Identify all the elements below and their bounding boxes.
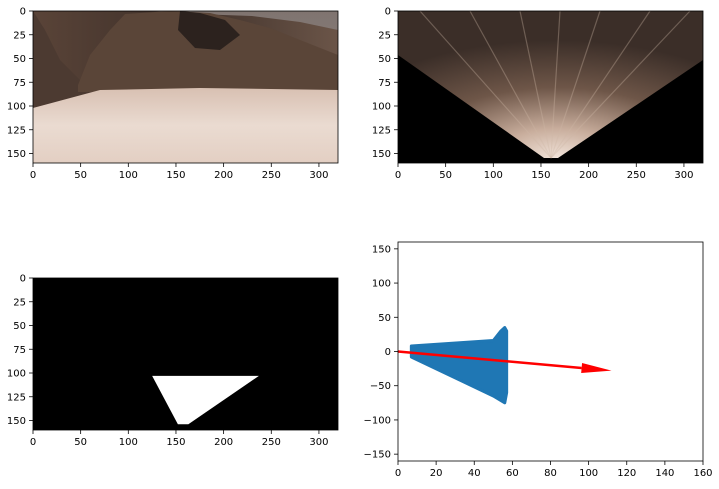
x-tick-label: 250 xyxy=(627,170,646,181)
y-tick-label: 150 xyxy=(7,416,26,427)
y-tick-label: 150 xyxy=(372,244,391,255)
x-tick-label: 50 xyxy=(439,170,452,181)
x-tick-label: 150 xyxy=(166,437,185,448)
x-tick-label: 0 xyxy=(30,437,36,448)
navigable-pixels-scatter xyxy=(409,326,509,405)
panel-warped-image: 0 50 100 150 200 250 300 0 25 50 75 100 125 150 xyxy=(372,7,704,181)
y-ticks-warped: 0 25 50 75 100 125 150 xyxy=(372,7,398,160)
x-tick-label: 60 xyxy=(506,468,519,479)
x-tick-label: 150 xyxy=(531,170,550,181)
y-tick-label: 100 xyxy=(372,279,391,290)
x-ticks-camera: 0 50 100 150 200 250 300 xyxy=(30,163,328,181)
panel-camera-image: 0 50 100 150 200 250 300 0 25 50 75 100 125 150 xyxy=(7,7,339,181)
y-tick-label: 25 xyxy=(13,297,26,308)
direction-arrow-shaft xyxy=(397,350,582,370)
y-tick-label: 0 xyxy=(20,7,26,18)
warped-image xyxy=(398,10,703,163)
y-tick-label: −50 xyxy=(370,381,391,392)
x-tick-label: 100 xyxy=(119,170,138,181)
y-tick-label: 125 xyxy=(7,392,26,403)
x-tick-label: 50 xyxy=(74,437,87,448)
x-tick-label: 100 xyxy=(119,437,138,448)
x-tick-label: 160 xyxy=(693,468,712,479)
y-tick-label: 0 xyxy=(385,7,391,18)
x-tick-label: 0 xyxy=(395,468,401,479)
y-tick-label: 0 xyxy=(385,347,391,358)
y-tick-label: 100 xyxy=(372,102,391,113)
x-tick-label: 80 xyxy=(544,468,557,479)
x-tick-label: 200 xyxy=(214,437,233,448)
x-tick-label: 300 xyxy=(309,437,328,448)
panel-rover-coords: 0 20 40 60 80 100 120 140 160 −150 −100 −50 0 50 100 1… xyxy=(364,241,713,479)
y-tick-label: 75 xyxy=(13,78,26,89)
y-tick-label: 150 xyxy=(7,149,26,160)
y-tick-label: 25 xyxy=(13,30,26,41)
x-ticks-warped: 0 50 100 150 200 250 300 xyxy=(395,163,693,181)
x-tick-label: 200 xyxy=(214,170,233,181)
x-tick-label: 0 xyxy=(30,170,36,181)
x-ticks-rover: 0 20 40 60 80 100 120 140 160 xyxy=(395,461,713,479)
x-tick-label: 140 xyxy=(655,468,674,479)
direction-arrow-head xyxy=(581,363,612,373)
x-tick-label: 300 xyxy=(674,170,693,181)
x-tick-label: 0 xyxy=(395,170,401,181)
y-tick-label: 50 xyxy=(13,321,26,332)
x-tick-label: 50 xyxy=(74,170,87,181)
x-tick-label: 300 xyxy=(309,170,328,181)
x-tick-label: 150 xyxy=(166,170,185,181)
y-ticks-camera: 0 25 50 75 100 125 150 xyxy=(7,7,33,160)
x-tick-label: 120 xyxy=(617,468,636,479)
y-tick-label: 125 xyxy=(372,125,391,136)
x-tick-label: 250 xyxy=(262,437,281,448)
axes-frame-camera xyxy=(32,10,339,164)
y-tick-label: −150 xyxy=(364,450,391,461)
x-tick-label: 20 xyxy=(430,468,443,479)
y-ticks-threshold: 0 25 50 75 100 125 150 xyxy=(7,274,33,427)
navigable-region xyxy=(152,375,259,425)
y-tick-label: 50 xyxy=(378,313,391,324)
camera-image xyxy=(33,11,338,163)
y-tick-label: 50 xyxy=(378,54,391,65)
y-tick-label: 100 xyxy=(7,369,26,380)
y-ticks-rover: −150 −100 −50 0 50 100 150 xyxy=(364,244,398,461)
y-tick-label: 25 xyxy=(378,30,391,41)
axes-frame-threshold xyxy=(32,277,339,431)
x-tick-label: 100 xyxy=(484,170,503,181)
panel-threshold: 0 50 100 150 200 250 300 0 25 50 75 100 125 150 xyxy=(7,274,339,448)
y-tick-label: −100 xyxy=(364,415,391,426)
y-tick-label: 0 xyxy=(20,274,26,285)
y-tick-label: 100 xyxy=(7,102,26,113)
y-tick-label: 125 xyxy=(7,125,26,136)
y-tick-label: 75 xyxy=(13,345,26,356)
x-ticks-threshold: 0 50 100 150 200 250 300 xyxy=(30,430,328,448)
x-tick-label: 250 xyxy=(262,170,281,181)
y-tick-label: 50 xyxy=(13,54,26,65)
x-tick-label: 200 xyxy=(579,170,598,181)
y-tick-label: 75 xyxy=(378,78,391,89)
x-tick-label: 40 xyxy=(468,468,481,479)
y-tick-label: 150 xyxy=(372,149,391,160)
axes-frame-warped xyxy=(397,10,704,164)
x-tick-label: 100 xyxy=(579,468,598,479)
